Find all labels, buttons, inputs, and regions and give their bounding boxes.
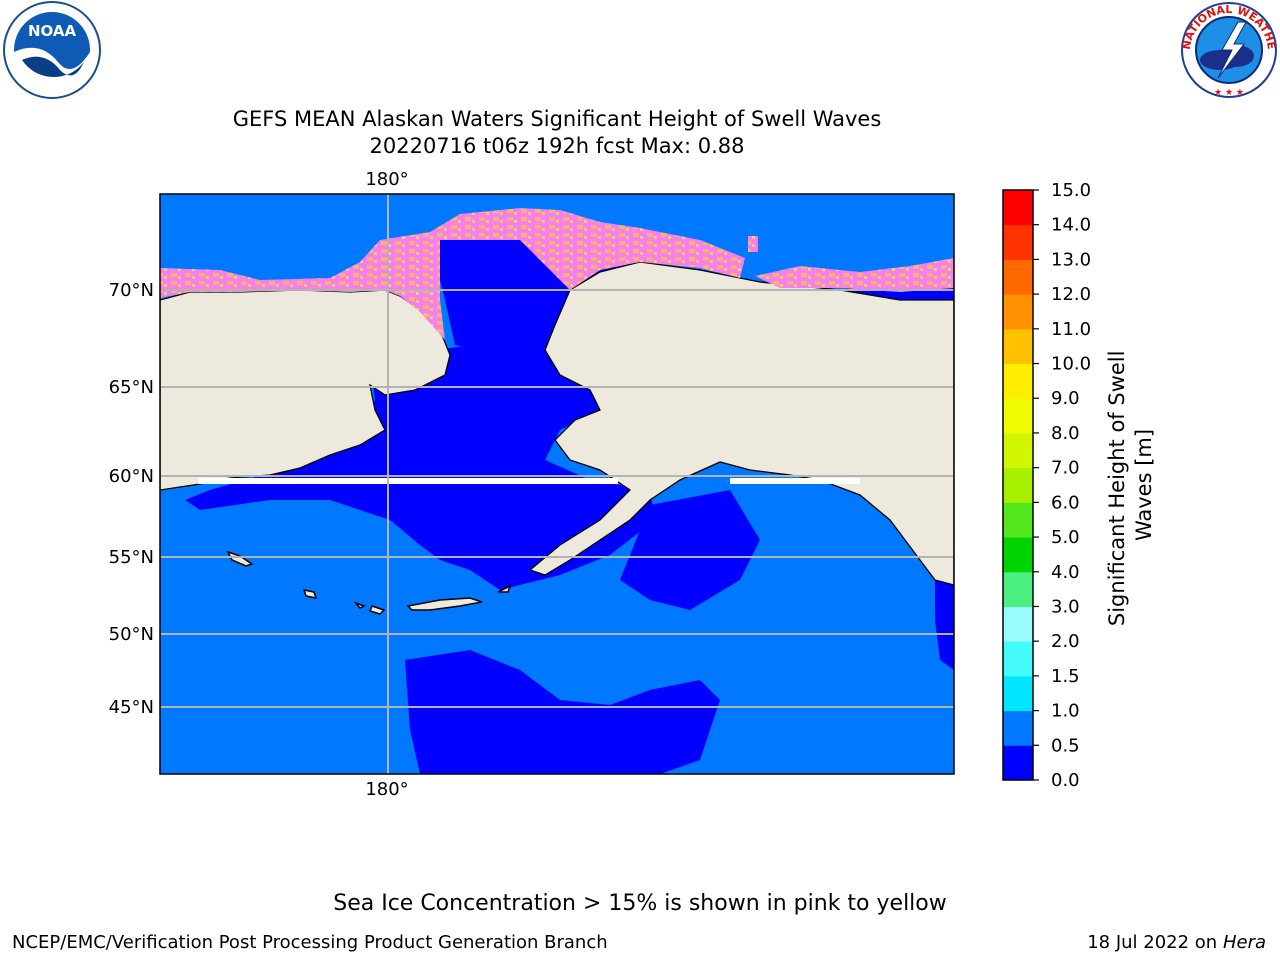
colorbar-tick-label: 12.0 [1051,284,1091,305]
colorbar-tick-label: 10.0 [1051,354,1091,375]
lat-label: 55°N [109,547,154,568]
swell-low-gulf [620,490,760,610]
lat-labels: 70°N 65°N 60°N 55°N 50°N 45°N [109,280,154,718]
nws-logo: NATIONAL WEATHER SERVICE ★ ★ ★ [1178,0,1278,98]
colorbar-swatch [1003,502,1033,538]
colorbar: 0.0 0.5 1.0 1.5 2.0 3.0 4.0 5.0 6.0 7.0 8.0 9.0 10.0… [1002,180,1091,791]
colorbar-swatch [1003,398,1033,434]
colorbar-swatch [1003,224,1033,260]
swell-low-south [405,650,720,774]
map-frame [159,193,955,775]
colorbar-tick-label: 2.0 [1051,631,1080,652]
colorbar-swatch [1003,259,1033,295]
sea-ice-note: Sea Ice Concentration > 15% is shown in … [333,891,947,916]
no-data-strip-east [730,478,860,484]
svg-text:★ ★ ★: ★ ★ ★ [1214,88,1244,98]
swell-low-bering [185,330,655,590]
title-line-2: 20220716 t06z 192h fcst Max: 0.88 [369,134,745,158]
lat-label: 50°N [109,624,154,645]
colorbar-swatch [1003,606,1033,642]
footer-date-text: 18 Jul 2022 on [1087,932,1223,953]
colorbar-swatch [1003,363,1033,399]
lon-label-bottom: 180° [365,779,408,800]
sea-ice-northeast [755,258,954,292]
land-alaska [528,261,954,586]
footer-credit: NCEP/EMC/Verification Post Processing Pr… [12,932,608,953]
footer-date: 18 Jul 2022 on Hera [1087,932,1266,953]
colorbar-tick-label: 0.0 [1051,770,1080,791]
colorbar-tick-label: 9.0 [1051,388,1080,409]
swell-low-east [935,575,954,670]
lat-label: 70°N [109,280,154,301]
colorbar-swatch [1003,571,1033,607]
svg-text:NOAA: NOAA [28,22,77,40]
colorbar-tick-label: 6.0 [1051,492,1080,513]
lat-label: 60°N [109,466,154,487]
colorbar-label: Significant Height of Swell Waves [m] [1105,344,1156,626]
aleutian-islands [226,550,512,615]
lon-label-top: 180° [365,169,408,190]
colorbar-tick-label: 0.5 [1051,735,1080,756]
map-gridlines [160,194,954,774]
colorbar-tick-label: 8.0 [1051,423,1080,444]
colorbar-tick-label: 11.0 [1051,319,1091,340]
colorbar-swatch [1003,294,1033,330]
colorbar-swatch [1003,675,1033,712]
colorbar-swatch [1003,745,1033,781]
colorbar-tick-label: 7.0 [1051,458,1080,479]
colorbar-tick-label: 13.0 [1051,249,1091,270]
colorbar-swatch [1003,537,1033,573]
colorbar-swatch [1003,328,1033,365]
noaa-logo: NOAA [3,1,101,99]
no-data-strip-west [198,478,618,484]
colorbar-swatch [1003,467,1033,503]
colorbar-tick-label: 14.0 [1051,215,1091,236]
colorbar-frame [1002,189,1034,781]
colorbar-swatch [1003,641,1033,677]
lat-label: 65°N [109,377,154,398]
sea-ice-north [160,208,745,340]
colorbar-tick-label: 1.0 [1051,701,1080,722]
footer-host: Hera [1222,932,1266,953]
title-line-1: GEFS MEAN Alaskan Waters Significant Hei… [232,107,882,131]
colorbar-tick-label: 5.0 [1051,527,1080,548]
colorbar-tick-label: 1.5 [1051,666,1080,687]
map-area [160,194,954,774]
colorbar-tick-label: 4.0 [1051,562,1080,583]
colorbar-swatch [1003,432,1033,469]
sea-ice-patch [748,236,758,252]
colorbar-swatch [1003,190,1033,226]
lat-label: 45°N [109,697,154,718]
colorbar-tick-label: 3.0 [1051,596,1080,617]
colorbar-tick-label: 15.0 [1051,180,1091,201]
colorbar-swatch [1003,710,1033,746]
